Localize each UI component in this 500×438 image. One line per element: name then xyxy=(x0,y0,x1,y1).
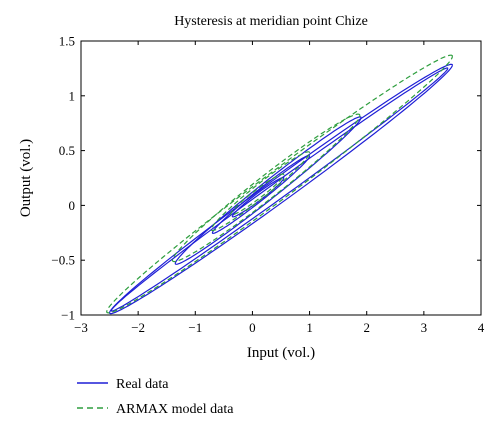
y-tick-label: −0.5 xyxy=(51,253,75,268)
x-tick-label: −2 xyxy=(131,320,145,335)
x-axis-label: Input (vol.) xyxy=(247,345,315,361)
armax-model-loop xyxy=(230,173,285,216)
real-data-loop xyxy=(174,116,362,265)
armax-model-loop xyxy=(171,113,361,263)
plot-area xyxy=(106,54,453,315)
armax-model-loop xyxy=(210,151,311,232)
axes-box xyxy=(80,40,482,316)
x-axis-ticks: −3 −2 −1 0 1 2 3 4 xyxy=(74,41,485,335)
y-tick-label: 0.5 xyxy=(59,143,75,158)
y-axis-label: Output (vol.) xyxy=(18,139,34,217)
y-tick-label: −1 xyxy=(61,308,75,323)
x-tick-label: 0 xyxy=(249,320,256,335)
armax-model-loop xyxy=(106,54,453,314)
real-data-loop xyxy=(110,67,449,312)
real-data-loop xyxy=(231,176,285,218)
x-tick-label: −1 xyxy=(188,320,202,335)
x-tick-label: 1 xyxy=(306,320,313,335)
legend: Real data ARMAX model data xyxy=(77,377,234,417)
y-tick-label: 0 xyxy=(69,198,76,213)
y-tick-label: 1 xyxy=(69,88,76,103)
x-tick-label: −3 xyxy=(74,320,88,335)
real-data-loop xyxy=(108,63,453,315)
chart-title: Hysteresis at meridian point Chize xyxy=(174,14,368,29)
legend-label-real-data: Real data xyxy=(116,377,169,392)
y-tick-label: 1.5 xyxy=(59,34,75,49)
x-tick-label: 2 xyxy=(363,320,370,335)
y-axis-ticks: −1 −0.5 0 0.5 1 1.5 xyxy=(51,34,481,323)
x-tick-label: 4 xyxy=(478,320,485,335)
x-tick-label: 3 xyxy=(421,320,428,335)
real-data-loop xyxy=(211,154,311,235)
legend-label-armax-model-data: ARMAX model data xyxy=(116,402,234,417)
